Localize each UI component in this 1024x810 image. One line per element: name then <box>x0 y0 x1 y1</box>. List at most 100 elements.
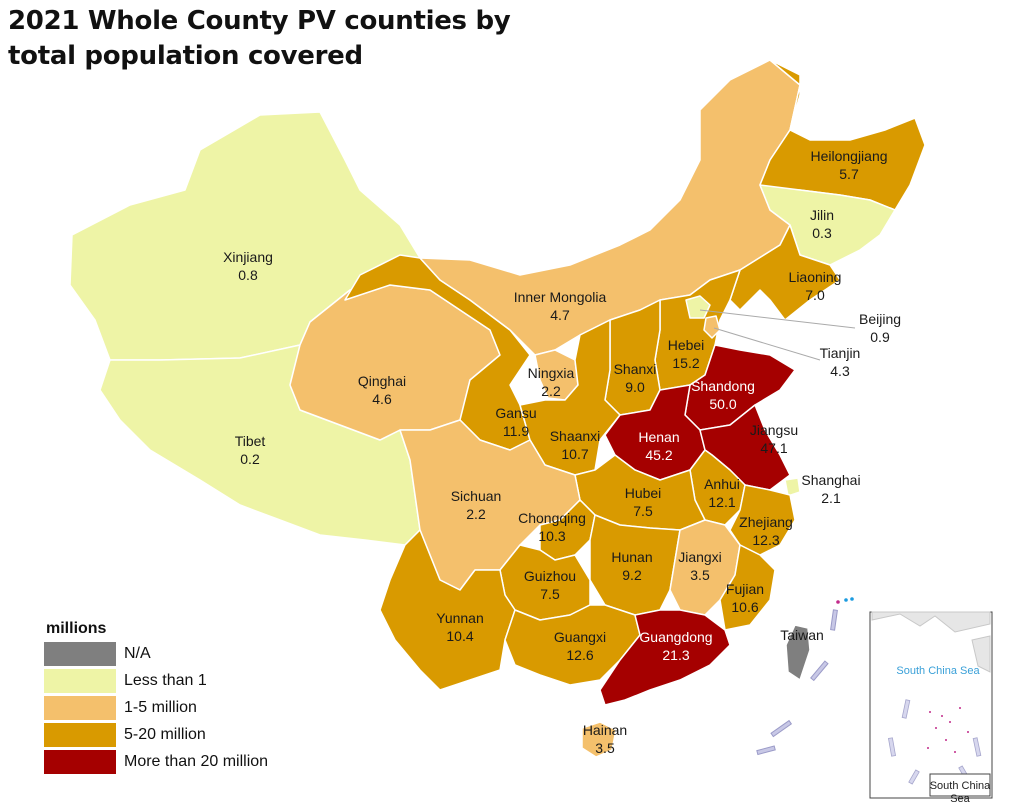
legend-item: More than 20 million <box>44 748 268 775</box>
label-henan-value: 45.2 <box>645 447 672 463</box>
label-anhui-name: Anhui <box>704 476 740 492</box>
label-gansu-value: 11.9 <box>503 423 529 439</box>
legend-item: 1-5 million <box>44 694 268 721</box>
label-jiangsu-name: Jiangsu <box>750 422 798 438</box>
label-shandong-name: Shandong <box>691 378 755 394</box>
legend-swatch <box>44 722 116 747</box>
label-yunnan-name: Yunnan <box>436 610 484 626</box>
legend-item: N/A <box>44 640 268 667</box>
label-fujian-name: Fujian <box>726 581 764 597</box>
region-shanghai[interactable] <box>784 477 801 497</box>
label-taiwan-name: Taiwan <box>780 627 824 643</box>
label-liaoning-name: Liaoning <box>789 269 842 285</box>
legend-swatch <box>44 749 116 774</box>
region-fujian[interactable] <box>719 544 776 631</box>
label-xinjiang-value: 0.8 <box>238 267 258 283</box>
region-beijing[interactable] <box>685 295 711 319</box>
label-jilin-name: Jilin <box>810 207 834 223</box>
inset-box-label: South China Sea <box>929 780 991 805</box>
label-guizhou-name: Guizhou <box>524 568 576 584</box>
label-ningxia-name: Ningxia <box>528 365 575 381</box>
label-guangdong-name: Guangdong <box>639 629 712 645</box>
label-shanxi-value: 9.0 <box>625 379 645 395</box>
label-jiangxi-value: 3.5 <box>690 567 710 583</box>
label-zhejiang-value: 12.3 <box>752 532 779 548</box>
label-shaanxi-name: Shaanxi <box>550 428 601 444</box>
region-jilin[interactable] <box>759 184 896 266</box>
region-guangdong[interactable] <box>599 609 731 706</box>
label-tianjin-value: 4.3 <box>830 363 850 379</box>
label-sichuan-value: 2.2 <box>466 506 486 522</box>
legend-item: 5-20 million <box>44 721 268 748</box>
label-chongqing-name: Chongqing <box>518 510 586 526</box>
legend-title: millions <box>46 620 107 637</box>
label-xinjiang-name: Xinjiang <box>223 249 273 265</box>
label-fujian-value: 10.6 <box>731 599 758 615</box>
inset-sea-label: South China Sea <box>896 665 980 677</box>
label-guangxi-value: 12.6 <box>566 647 593 663</box>
beijing-leader-line <box>699 309 856 329</box>
label-heilongjiang-value: 5.7 <box>839 166 859 182</box>
region-hainan[interactable] <box>581 721 617 758</box>
label-shanghai-value: 2.1 <box>821 490 841 506</box>
label-jiangxi-name: Jiangxi <box>678 549 722 565</box>
label-beijing-name: Beijing <box>859 311 901 327</box>
legend-label: N/A <box>124 644 151 662</box>
label-tibet-name: Tibet <box>235 433 266 449</box>
label-guangxi-name: Guangxi <box>554 629 606 645</box>
island-dot <box>844 598 848 602</box>
legend-item: Less than 1 <box>44 667 268 694</box>
legend-label: Less than 1 <box>124 671 207 689</box>
region-tianjin[interactable] <box>703 315 721 339</box>
label-qinghai-name: Qinghai <box>358 373 406 389</box>
legend-swatch <box>44 695 116 720</box>
label-ningxia-value: 2.2 <box>541 383 561 399</box>
label-jilin-value: 0.3 <box>812 225 832 241</box>
label-hainan-value: 3.5 <box>595 740 615 756</box>
label-gansu-name: Gansu <box>495 405 536 421</box>
label-guangdong-value: 21.3 <box>662 647 689 663</box>
legend-label: 1-5 million <box>124 698 197 716</box>
label-hunan-value: 9.2 <box>622 567 642 583</box>
label-tibet-value: 0.2 <box>240 451 260 467</box>
label-jiangsu-value: 47.1 <box>760 440 787 456</box>
legend: millions N/A Less than 1 1-5 million 5-2… <box>44 620 268 775</box>
label-hainan-name: Hainan <box>583 722 627 738</box>
label-hebei-value: 15.2 <box>672 355 699 371</box>
map-title: 2021 Whole County PV counties by total p… <box>8 6 511 71</box>
label-anhui-value: 12.1 <box>708 494 735 510</box>
island-dot <box>836 600 840 604</box>
label-inner-mongolia-name: Inner Mongolia <box>514 289 607 305</box>
label-guizhou-value: 7.5 <box>540 586 560 602</box>
tianjin-leader-line <box>713 327 821 361</box>
label-hunan-name: Hunan <box>611 549 652 565</box>
label-zhejiang-name: Zhejiang <box>739 514 793 530</box>
label-tianjin-name: Tianjin <box>820 345 861 361</box>
label-henan-name: Henan <box>638 429 679 445</box>
region-taiwan[interactable] <box>785 624 811 681</box>
legend-label: More than 20 million <box>124 752 269 770</box>
label-shandong-value: 50.0 <box>709 396 736 412</box>
south-china-sea-inset <box>869 611 993 799</box>
label-hebei-name: Hebei <box>668 337 705 353</box>
legend-swatch <box>44 641 116 666</box>
label-heilongjiang-name: Heilongjiang <box>810 148 887 164</box>
label-beijing-value: 0.9 <box>870 329 890 345</box>
label-hubei-value: 7.5 <box>633 503 653 519</box>
label-chongqing-value: 10.3 <box>538 528 565 544</box>
region-heilongjiang[interactable] <box>759 59 926 211</box>
region-labels: Xinjiang 0.8 Tibet 0.2 Qinghai 4.6 Inner… <box>223 148 980 756</box>
legend-label: 5-20 million <box>124 725 206 743</box>
label-hubei-name: Hubei <box>625 485 662 501</box>
label-shanghai-name: Shanghai <box>801 472 860 488</box>
label-inner-mongolia-value: 4.7 <box>550 307 570 323</box>
region-hunan[interactable] <box>589 514 681 616</box>
label-shaanxi-value: 10.7 <box>561 446 588 462</box>
region-zhejiang[interactable] <box>729 484 796 556</box>
label-yunnan-value: 10.4 <box>446 628 473 644</box>
region-liaoning[interactable] <box>729 224 841 321</box>
sea-islands <box>756 609 838 756</box>
label-shanxi-name: Shanxi <box>614 361 657 377</box>
legend-swatch <box>44 668 116 693</box>
